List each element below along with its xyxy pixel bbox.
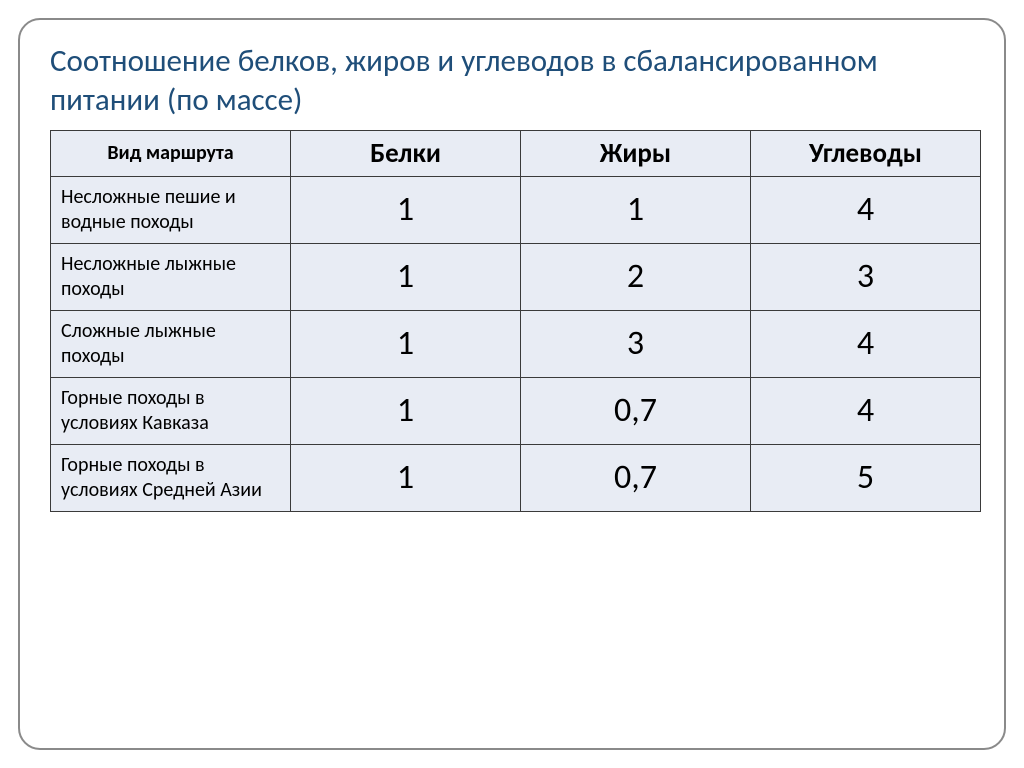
cell-protein: 1: [291, 176, 521, 243]
cell-carb: 4: [751, 377, 981, 444]
slide-frame: Соотношение белков, жиров и углеводов в …: [18, 18, 1006, 750]
col-fat: Жиры: [521, 130, 751, 176]
cell-fat: 1: [521, 176, 751, 243]
row-label: Несложные пешие и водные походы: [51, 176, 291, 243]
table-row: Горные походы в условиях Кавказа 1 0,7 4: [51, 377, 981, 444]
cell-fat: 2: [521, 243, 751, 310]
cell-protein: 1: [291, 444, 521, 511]
cell-protein: 1: [291, 310, 521, 377]
col-carb: Углеводы: [751, 130, 981, 176]
row-label: Горные походы в условиях Кавказа: [51, 377, 291, 444]
cell-protein: 1: [291, 377, 521, 444]
slide-title: Соотношение белков, жиров и углеводов в …: [50, 42, 974, 120]
cell-carb: 3: [751, 243, 981, 310]
cell-carb: 5: [751, 444, 981, 511]
row-label: Несложные лыжные походы: [51, 243, 291, 310]
nutrition-ratio-table: Вид маршрута Белки Жиры Углеводы Несложн…: [50, 130, 981, 512]
cell-carb: 4: [751, 176, 981, 243]
col-route-type: Вид маршрута: [51, 130, 291, 176]
table-row: Несложные пешие и водные походы 1 1 4: [51, 176, 981, 243]
row-label: Горные походы в условиях Средней Азии: [51, 444, 291, 511]
cell-protein: 1: [291, 243, 521, 310]
table-row: Горные походы в условиях Средней Азии 1 …: [51, 444, 981, 511]
cell-fat: 3: [521, 310, 751, 377]
table-row: Несложные лыжные походы 1 2 3: [51, 243, 981, 310]
cell-fat: 0,7: [521, 444, 751, 511]
cell-carb: 4: [751, 310, 981, 377]
table-header-row: Вид маршрута Белки Жиры Углеводы: [51, 130, 981, 176]
table-row: Сложные лыжные походы 1 3 4: [51, 310, 981, 377]
row-label: Сложные лыжные походы: [51, 310, 291, 377]
cell-fat: 0,7: [521, 377, 751, 444]
col-protein: Белки: [291, 130, 521, 176]
